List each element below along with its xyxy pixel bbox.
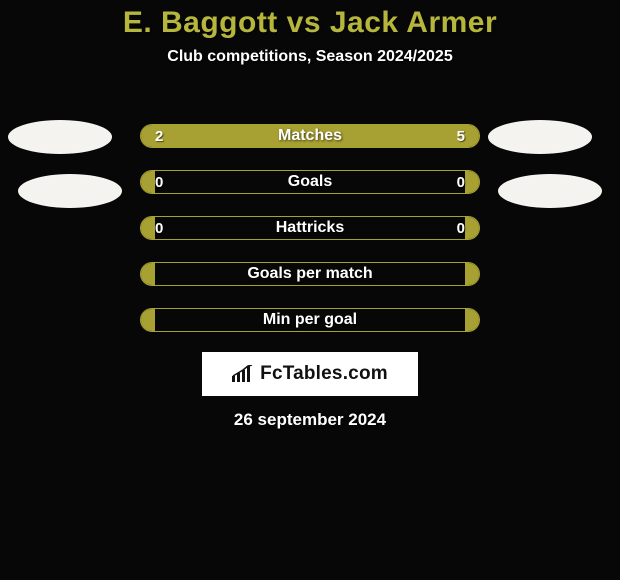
metric-left-value bbox=[141, 309, 155, 331]
metric-label: Hattricks bbox=[141, 217, 479, 239]
metric-label: Goals bbox=[141, 171, 479, 193]
metric-right-value bbox=[465, 263, 479, 285]
metric-left-value bbox=[141, 263, 155, 285]
left-player-avatar bbox=[8, 120, 112, 154]
metric-left-value: 0 bbox=[141, 171, 155, 193]
snapshot-date: 26 september 2024 bbox=[0, 410, 620, 430]
branding-text: FcTables.com bbox=[260, 363, 388, 385]
metrics-list: 25Matches00Goals00HattricksGoals per mat… bbox=[140, 124, 480, 354]
metric-left-value: 2 bbox=[141, 125, 238, 147]
metric-row-hattricks: 0 0Hattricks bbox=[140, 216, 480, 240]
metric-right-value: 0 bbox=[465, 217, 479, 239]
metric-right-value bbox=[465, 309, 479, 331]
metric-label: Min per goal bbox=[141, 309, 479, 331]
metric-row-goals: 0 0Goals bbox=[140, 170, 480, 194]
metric-row-matches: 25Matches bbox=[140, 124, 480, 148]
left-player-avatar bbox=[18, 174, 122, 208]
page-subtitle: Club competitions, Season 2024/2025 bbox=[0, 48, 620, 66]
page-title: E. Baggott vs Jack Armer bbox=[0, 0, 620, 40]
metric-right-value: 5 bbox=[238, 125, 479, 147]
metric-label: Goals per match bbox=[141, 263, 479, 285]
metric-right-value: 0 bbox=[465, 171, 479, 193]
metric-row-goals-per-match: Goals per match bbox=[140, 262, 480, 286]
branding-badge: FcTables.com bbox=[202, 352, 418, 396]
bar-chart-icon bbox=[232, 365, 254, 383]
metric-left-value: 0 bbox=[141, 217, 155, 239]
right-player-avatar bbox=[498, 174, 602, 208]
metric-row-min-per-goal: Min per goal bbox=[140, 308, 480, 332]
right-player-avatar bbox=[488, 120, 592, 154]
